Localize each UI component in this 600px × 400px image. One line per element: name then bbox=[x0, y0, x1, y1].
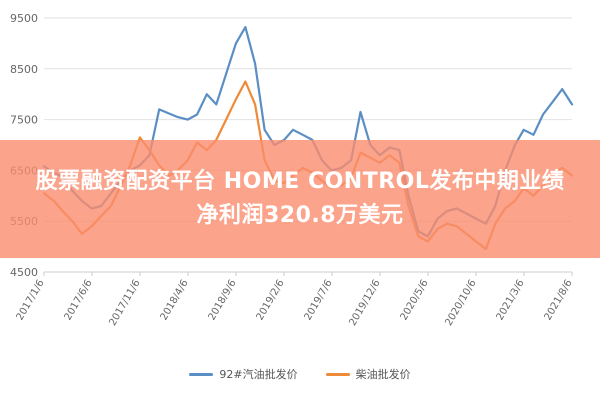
legend-swatch-diesel bbox=[325, 372, 350, 376]
x-tick-label: 2018/4/6 bbox=[159, 278, 191, 322]
x-tick-label: 2019/7/6 bbox=[303, 278, 335, 322]
x-tick-label: 2020/10/6 bbox=[443, 278, 478, 328]
x-tick-label: 2017/1/6 bbox=[15, 278, 47, 322]
legend-item-gasoline: 92#汽油批发价 bbox=[189, 366, 298, 382]
headline-line-1: 股票融资配资平台 HOME CONTROL发布中期业绩 bbox=[35, 169, 565, 194]
x-tick-label: 2019/2/6 bbox=[255, 278, 287, 322]
headline-banner: 股票融资配资平台 HOME CONTROL发布中期业绩 净利润320.8万美元 bbox=[0, 140, 600, 258]
y-tick-label: 8500 bbox=[10, 63, 38, 76]
x-tick-label: 2019/12/6 bbox=[347, 278, 382, 328]
headline-line-2: 净利润320.8万美元 bbox=[196, 203, 404, 228]
legend-swatch-gasoline bbox=[189, 372, 214, 376]
x-tick-label: 2020/5/6 bbox=[399, 278, 431, 322]
legend-label-gasoline: 92#汽油批发价 bbox=[219, 368, 298, 381]
y-tick-label: 7500 bbox=[10, 114, 38, 127]
x-tick-label: 2021/8/6 bbox=[543, 278, 575, 322]
x-tick-label: 2017/6/6 bbox=[63, 278, 95, 322]
chart-legend: 92#汽油批发价 柴油批发价 bbox=[0, 366, 600, 382]
legend-label-diesel: 柴油批发价 bbox=[355, 368, 411, 381]
legend-item-diesel: 柴油批发价 bbox=[325, 366, 411, 382]
x-tick-label: 2021/3/6 bbox=[495, 278, 527, 322]
x-tick-label: 2017/11/6 bbox=[107, 278, 142, 328]
y-tick-label: 4500 bbox=[10, 266, 38, 279]
x-tick-label: 2018/9/6 bbox=[207, 278, 239, 322]
x-axis: 2017/1/6 2017/6/6 2017/11/6 2018/4/6 2018/9/… bbox=[15, 271, 575, 328]
y-tick-label: 9500 bbox=[10, 12, 38, 25]
